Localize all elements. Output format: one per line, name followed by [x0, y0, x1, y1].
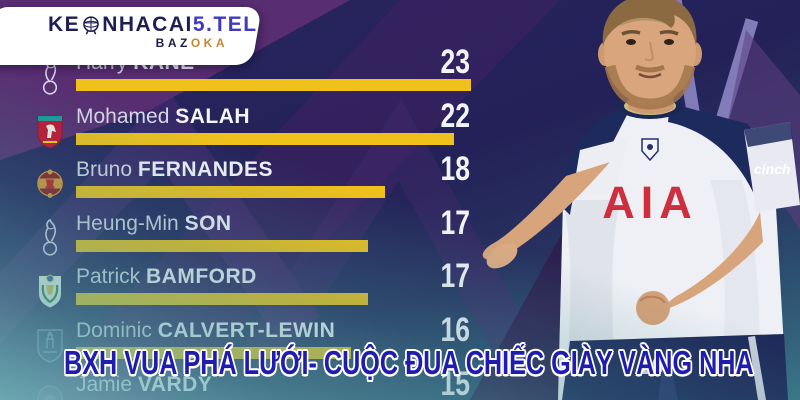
player-first-name: Mohamed [76, 104, 176, 128]
goals-bar [76, 186, 385, 199]
liverpool-club-badge-icon [35, 112, 65, 149]
eye-right [664, 39, 674, 45]
everton-club-badge-icon [35, 326, 65, 363]
goals-value: 17 [440, 203, 470, 242]
brand-part2: NHACAI [102, 13, 193, 36]
goals-value: 16 [440, 311, 470, 349]
globe-mascot-icon [83, 15, 100, 34]
goals-value: 23 [440, 43, 470, 81]
player-first-name: Dominic [76, 319, 158, 342]
banner-title: BXH VUA PHÁ LƯỚI- CUỘC ĐUA CHIẾC GIÀY VÀ… [64, 345, 754, 382]
player-last-name: CALVERT-LEWIN [157, 319, 336, 342]
player-name: Heung-Min SON [76, 212, 232, 236]
shirt-sponsor-text: AIA [602, 177, 698, 228]
goals-bar [76, 239, 368, 252]
leicester-club-badge-icon [35, 380, 65, 400]
goals-value: 22 [440, 96, 470, 135]
sleeve-sponsor-text: cinch [754, 161, 791, 177]
brand-logo: KE NHACAI 5.TEL BAZOKA [0, 7, 262, 50]
player-first-name: Heung-Min [76, 211, 185, 235]
player-last-name: BAMFORD [146, 265, 257, 289]
kane-head [598, 0, 702, 110]
scorer-row-3: Bruno FERNANDES 18 [0, 152, 480, 209]
brand-part1: KE [48, 13, 81, 36]
brand-part3: 5.TEL [192, 13, 258, 36]
player-name: Bruno FERNANDES [76, 158, 273, 182]
player-name: Mohamed SALAH [76, 105, 250, 129]
eye-left [626, 39, 636, 45]
scorer-row-2: Mohamed SALAH 22 [0, 99, 480, 156]
tottenham-club-badge-icon [35, 218, 65, 256]
leeds-club-badge-icon [35, 272, 65, 309]
player-first-name: Patrick [76, 265, 147, 289]
goals-value: 17 [440, 257, 470, 296]
player-name: Patrick BAMFORD [76, 265, 257, 289]
sub-brand-wordmark: BAZOKA [48, 36, 262, 50]
sub-brand-accent: OKA [190, 36, 228, 50]
sub-brand-dark: BAZ [155, 36, 191, 50]
scorer-row-5: Patrick BAMFORD 17 [0, 259, 480, 316]
player-last-name: SALAH [175, 104, 251, 128]
harry-kane-photo: cinch AIA [482, 0, 800, 400]
goals-value: 18 [440, 150, 470, 189]
man-utd-club-badge-icon [35, 165, 65, 202]
goals-bar [76, 132, 454, 145]
player-first-name: Bruno [76, 158, 138, 182]
goals-bar [76, 293, 368, 306]
goals-bar [76, 79, 471, 91]
player-last-name: FERNANDES [137, 158, 274, 182]
player-name: Dominic CALVERT-LEWIN [76, 319, 335, 343]
brand-wordmark: KE NHACAI 5.TEL [48, 13, 262, 36]
brand-logo-card: KE NHACAI 5.TEL BAZOKA [0, 7, 262, 65]
player-last-name: SON [184, 211, 232, 235]
scorer-row-4: Heung-Min SON 17 [0, 206, 480, 263]
